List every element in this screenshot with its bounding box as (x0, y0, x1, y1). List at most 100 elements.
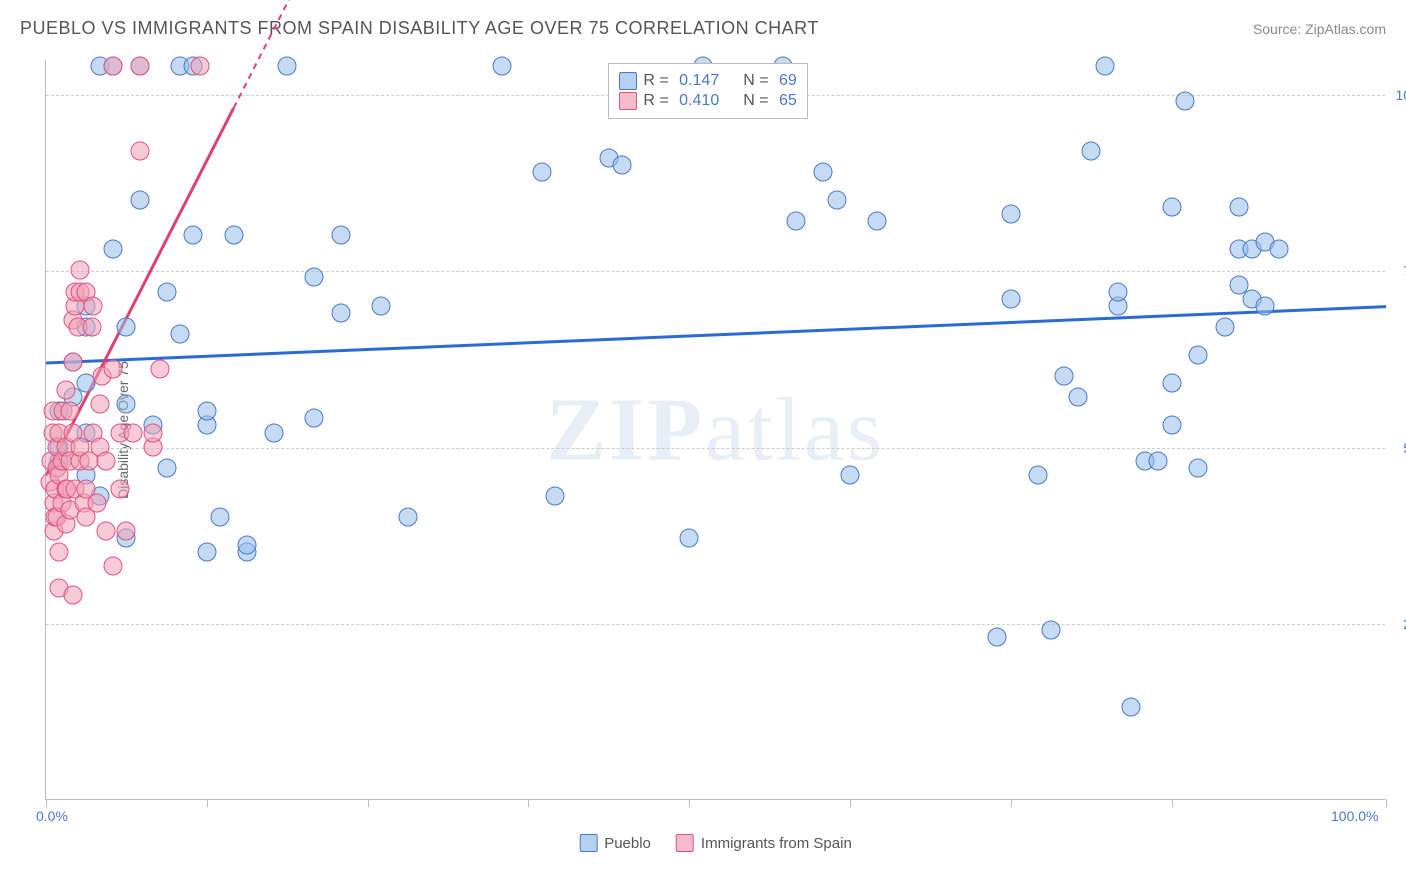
data-point (117, 317, 136, 336)
gridline (46, 271, 1385, 272)
data-point (814, 162, 833, 181)
data-point (117, 395, 136, 414)
plot-area: Disability Age Over 75 ZIPatlas 25.0%50.… (45, 60, 1385, 800)
swatch-icon (619, 72, 637, 90)
data-point (613, 155, 632, 174)
legend-row-pueblo: R = 0.147 N = 69 (619, 72, 796, 90)
x-tick (368, 799, 369, 807)
x-tick (1386, 799, 1387, 807)
data-point (532, 162, 551, 181)
data-point (1216, 317, 1235, 336)
legend-item-spain: Immigrants from Spain (676, 834, 852, 852)
data-point (546, 486, 565, 505)
data-point (331, 303, 350, 322)
data-point (87, 494, 106, 513)
data-point (1095, 57, 1114, 76)
data-point (398, 508, 417, 527)
data-point (1028, 465, 1047, 484)
data-point (492, 57, 511, 76)
data-point (104, 360, 123, 379)
data-point (305, 409, 324, 428)
y-tick-label: 100.0% (1396, 87, 1406, 103)
data-point (171, 324, 190, 343)
data-point (988, 627, 1007, 646)
data-point (278, 57, 297, 76)
data-point (1068, 388, 1087, 407)
swatch-icon (676, 834, 694, 852)
r-value: 0.147 (679, 72, 719, 90)
data-point (680, 529, 699, 548)
legend-label: Pueblo (604, 835, 651, 852)
data-point (197, 402, 216, 421)
data-point (211, 508, 230, 527)
data-point (1109, 282, 1128, 301)
r-label: R = (643, 92, 673, 110)
trend-line-extrap (234, 0, 341, 108)
data-point (124, 423, 143, 442)
data-point (1256, 296, 1275, 315)
swatch-icon (619, 92, 637, 110)
data-point (372, 296, 391, 315)
data-point (97, 522, 116, 541)
n-value: 65 (779, 92, 797, 110)
data-point (61, 402, 80, 421)
data-point (224, 226, 243, 245)
data-point (110, 479, 129, 498)
series-legend: Pueblo Immigrants from Spain (579, 834, 852, 852)
watermark: ZIPatlas (546, 378, 885, 481)
data-point (57, 381, 76, 400)
data-point (117, 522, 136, 541)
data-point (1001, 289, 1020, 308)
legend-row-spain: R = 0.410 N = 65 (619, 92, 796, 110)
x-tick-label: 100.0% (1331, 808, 1378, 824)
data-point (130, 190, 149, 209)
correlation-legend: R = 0.147 N = 69 R = 0.410 N = 65 (608, 63, 807, 119)
x-tick (689, 799, 690, 807)
chart-title: PUEBLO VS IMMIGRANTS FROM SPAIN DISABILI… (20, 18, 819, 39)
data-point (1162, 374, 1181, 393)
x-tick (1011, 799, 1012, 807)
gridline (46, 448, 1385, 449)
data-point (1082, 141, 1101, 160)
data-point (787, 212, 806, 231)
data-point (331, 226, 350, 245)
data-point (1149, 451, 1168, 470)
data-point (305, 268, 324, 287)
data-point (1042, 620, 1061, 639)
x-tick-label: 0.0% (36, 808, 68, 824)
x-tick (207, 799, 208, 807)
legend-item-pueblo: Pueblo (579, 834, 651, 852)
data-point (264, 423, 283, 442)
data-point (841, 465, 860, 484)
data-point (867, 212, 886, 231)
n-value: 69 (779, 72, 797, 90)
data-point (130, 57, 149, 76)
data-point (157, 282, 176, 301)
data-point (1162, 416, 1181, 435)
data-point (1269, 240, 1288, 259)
swatch-icon (579, 834, 597, 852)
gridline (46, 624, 1385, 625)
data-point (827, 190, 846, 209)
data-point (1189, 458, 1208, 477)
x-tick (1172, 799, 1173, 807)
data-point (90, 395, 109, 414)
x-tick (850, 799, 851, 807)
data-point (157, 458, 176, 477)
data-point (70, 261, 89, 280)
data-point (82, 317, 101, 336)
source-credit: Source: ZipAtlas.com (1253, 21, 1386, 37)
data-point (1162, 198, 1181, 217)
data-point (238, 536, 257, 555)
r-value: 0.410 (679, 92, 719, 110)
data-point (63, 353, 82, 372)
data-point (97, 451, 116, 470)
data-point (144, 423, 163, 442)
data-point (63, 585, 82, 604)
data-point (184, 226, 203, 245)
x-tick (528, 799, 529, 807)
x-tick (46, 799, 47, 807)
data-point (104, 57, 123, 76)
data-point (50, 543, 69, 562)
trend-line (46, 307, 1386, 363)
